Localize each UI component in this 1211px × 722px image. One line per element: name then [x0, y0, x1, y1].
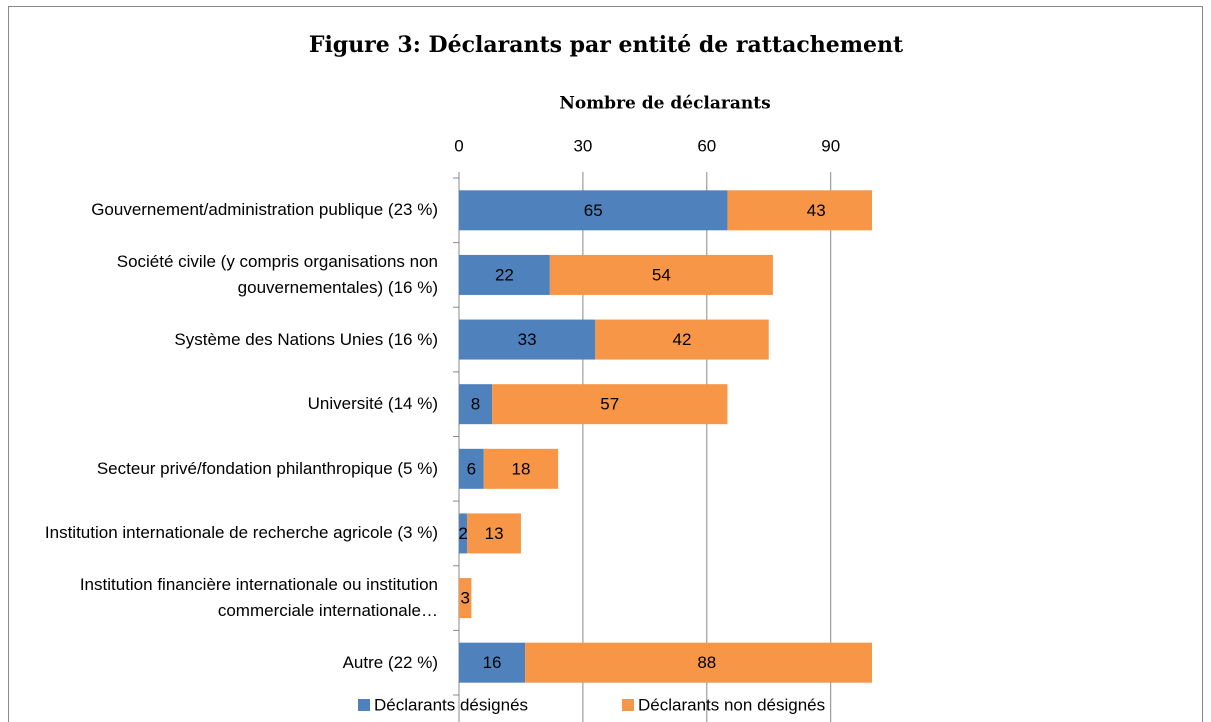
data-label: 2	[458, 524, 467, 543]
legend-swatch	[622, 699, 634, 711]
data-label: 43	[807, 201, 826, 220]
bar-segment	[525, 642, 872, 683]
x-tick-label: 60	[697, 136, 716, 155]
data-label: 33	[518, 330, 537, 349]
y-tick-label: Autre (22 %)	[342, 652, 438, 672]
y-tick-label: Institution financière internationale ou…	[79, 575, 438, 621]
legend-label: Déclarants non désignés	[638, 695, 825, 714]
legend-label: Déclarants désignés	[374, 695, 528, 714]
data-label: 57	[600, 395, 619, 414]
data-label: 3	[460, 589, 469, 608]
bar-segment	[459, 513, 468, 554]
bar-segment	[459, 642, 526, 683]
bar-segment	[483, 448, 559, 489]
data-label: 8	[471, 395, 480, 414]
legend-swatch	[358, 699, 370, 711]
bar-segment	[595, 319, 769, 360]
data-label: 22	[495, 265, 514, 284]
x-tick-label: 90	[821, 136, 840, 155]
bar-segment	[459, 190, 728, 231]
y-tick-label: Secteur privé/fondation philanthropique …	[96, 458, 438, 478]
bar-segment	[492, 384, 728, 425]
bar-segment	[459, 254, 550, 295]
data-label: 42	[673, 330, 692, 349]
bar-segment	[467, 513, 521, 554]
bar-segment	[727, 190, 872, 231]
data-label: 18	[511, 459, 530, 478]
data-label: 54	[652, 265, 671, 284]
bar-segment	[459, 578, 472, 619]
frame	[8, 6, 1203, 722]
data-label: 6	[467, 459, 476, 478]
y-tick-label: Institution internationale de recherche …	[44, 523, 438, 543]
bar-segment	[549, 254, 773, 295]
y-tick-label: Système des Nations Unies (16 %)	[174, 329, 438, 349]
chart-title: Figure 3: Déclarants par entité de ratta…	[309, 32, 904, 58]
axis-title: Nombre de déclarants	[559, 94, 770, 114]
x-tick-label: 0	[454, 136, 463, 155]
data-label: 13	[485, 524, 504, 543]
bar-segment	[459, 384, 493, 425]
data-label: 16	[483, 653, 502, 672]
x-tick-label: 30	[573, 136, 592, 155]
y-tick-label: Société civile (y compris organisations …	[116, 251, 438, 297]
bar-segment	[459, 448, 484, 489]
data-label: 65	[584, 201, 603, 220]
data-label: 88	[697, 653, 716, 672]
y-tick-label: Gouvernement/administration publique (23…	[91, 200, 438, 220]
bar-segment	[459, 319, 596, 360]
y-tick-label: Université (14 %)	[307, 394, 438, 414]
